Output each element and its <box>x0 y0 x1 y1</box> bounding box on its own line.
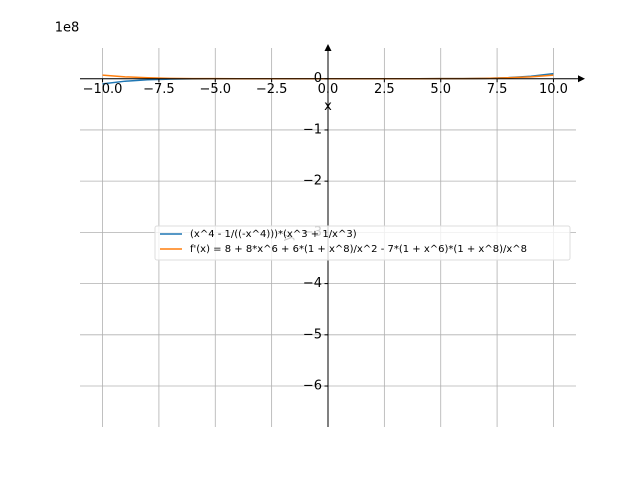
x-tick-label: −7.5 <box>143 82 175 97</box>
legend-box <box>154 225 571 261</box>
x-axis-label: x <box>324 99 332 114</box>
offset-text: 1e8 <box>55 21 80 36</box>
y-tick-label: −5 <box>303 327 322 342</box>
y-tick-label: −4 <box>303 276 322 291</box>
x-tick-label: −2.5 <box>256 82 288 97</box>
legend-label: (x^4 - 1/((-x^4)))*(x^3 + 1/x^3) <box>190 229 357 240</box>
x-tick-label: 2.5 <box>374 82 395 97</box>
x-arrow <box>578 75 585 83</box>
y-tick-label: −1 <box>303 122 322 137</box>
y-tick-label: −2 <box>303 174 322 189</box>
x-tick-label: −10.0 <box>83 82 123 97</box>
x-tick-label: −5.0 <box>199 82 231 97</box>
y-arrow <box>324 44 332 51</box>
x-tick-label: 5.0 <box>430 82 451 97</box>
y-tick-label: −6 <box>303 379 322 394</box>
x-tick-label: 7.5 <box>487 82 508 97</box>
x-tick-label: 10.0 <box>539 82 568 97</box>
legend-label: f'(x) = 8 + 8*x^6 + 6*(1 + x^8)/x^2 - 7*… <box>190 244 527 255</box>
